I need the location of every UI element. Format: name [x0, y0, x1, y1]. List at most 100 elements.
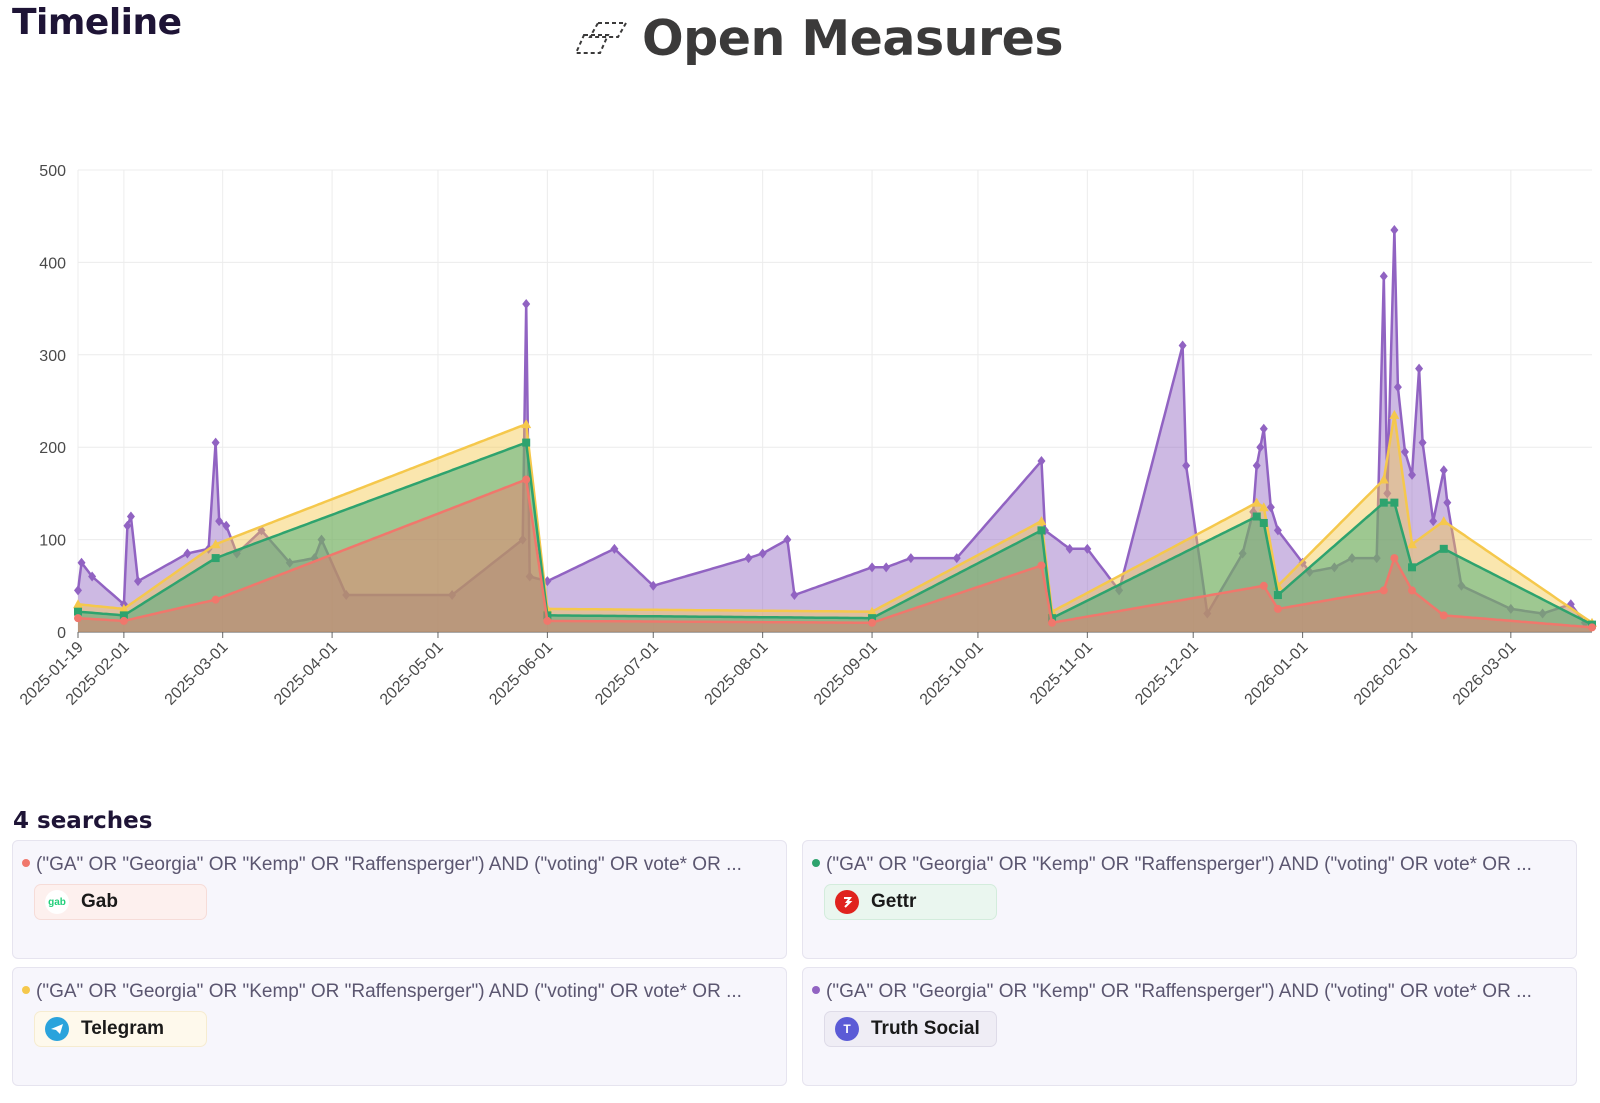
search-card-gab[interactable]: ("GA" OR "Georgia" OR "Kemp" OR "Raffens… [12, 840, 787, 959]
data-point [1390, 498, 1399, 507]
data-point [1407, 539, 1418, 549]
data-point [1566, 599, 1575, 610]
data-point [1408, 586, 1417, 595]
data-point [1379, 586, 1388, 595]
data-point [1273, 525, 1282, 536]
x-tick-label: 2025-10-01 [917, 639, 987, 709]
data-point [882, 562, 891, 573]
data-point [525, 571, 534, 582]
series-area [78, 442, 1592, 632]
data-point [448, 590, 457, 601]
truth-social-icon: T [835, 1017, 859, 1041]
x-tick-label: 2025-11-01 [1027, 639, 1096, 708]
data-point [790, 590, 799, 601]
data-point [952, 553, 961, 564]
data-point [1259, 423, 1268, 434]
page-title: Timeline [12, 2, 182, 43]
data-point [1390, 554, 1399, 563]
data-point [1048, 618, 1057, 627]
search-query: ("GA" OR "Georgia" OR "Kemp" OR "Raffens… [812, 981, 1562, 1003]
x-tick-label: 2026-01-01 [1242, 639, 1312, 709]
data-point [222, 520, 231, 531]
data-point [1588, 623, 1596, 632]
search-query-text: ("GA" OR "Georgia" OR "Kemp" OR "Raffens… [826, 981, 1532, 1002]
gab-icon-text: gab [48, 896, 66, 908]
data-point [1389, 409, 1400, 419]
data-point [1390, 225, 1399, 236]
data-point [1408, 563, 1417, 572]
data-point [543, 616, 552, 625]
x-tick-label: 2025-12-01 [1132, 639, 1202, 709]
data-point [232, 548, 241, 559]
x-tick-label: 2026-03-01 [1450, 639, 1520, 709]
series-gettr [74, 438, 1596, 632]
data-point [285, 557, 294, 568]
search-query: ("GA" OR "Georgia" OR "Kemp" OR "Raffens… [812, 854, 1562, 876]
series-line [77, 413, 1593, 624]
data-point [1037, 456, 1046, 467]
data-point [118, 603, 129, 613]
data-point [1408, 469, 1417, 480]
data-point [867, 606, 878, 616]
data-point [1115, 585, 1124, 596]
telegram-glyph [51, 1024, 63, 1034]
data-point [1036, 516, 1047, 526]
y-tick-label: 400 [39, 255, 66, 272]
searches-count: 4 searches [13, 808, 153, 834]
platform-chip-telegram[interactable]: Telegram [34, 1011, 207, 1047]
y-axis: 0 100 200 300 400 500 [39, 163, 66, 642]
series-area [78, 479, 1592, 632]
data-point [783, 534, 792, 545]
platform-chip-gettr[interactable]: Gettr [824, 884, 997, 920]
series-line [76, 228, 1593, 626]
data-point [1383, 488, 1392, 499]
data-point [868, 618, 877, 627]
data-point [1256, 442, 1265, 453]
data-point [1415, 363, 1424, 374]
data-point [1259, 581, 1268, 590]
data-point [868, 614, 877, 623]
search-card-telegram[interactable]: ("GA" OR "Georgia" OR "Kemp" OR "Raffens… [12, 967, 787, 1086]
series-dot [22, 986, 30, 994]
data-point [210, 539, 221, 549]
data-point [1457, 580, 1466, 591]
search-query-text: ("GA" OR "Georgia" OR "Kemp" OR "Raffens… [36, 854, 742, 875]
data-point [126, 511, 135, 522]
telegram-icon [45, 1017, 69, 1041]
data-point [1273, 591, 1282, 600]
timeline-chart: 0 100 200 300 400 500 2025-01-19 2025-02-01 2025… [0, 150, 1600, 750]
platform-label: Telegram [81, 1018, 165, 1039]
data-point [215, 516, 224, 527]
data-point [1538, 608, 1547, 619]
platform-label: Gab [81, 891, 118, 912]
data-point [1065, 543, 1074, 554]
y-tick-label: 0 [57, 625, 66, 642]
search-card-truth-social[interactable]: ("GA" OR "Georgia" OR "Kemp" OR "Raffens… [802, 967, 1577, 1086]
data-point [1330, 562, 1339, 573]
data-point [1238, 548, 1247, 559]
data-point [77, 557, 86, 568]
data-point [1439, 465, 1448, 476]
data-point [1379, 498, 1388, 507]
series-dot [22, 859, 30, 867]
brand: Open Measures [574, 10, 1064, 67]
data-point [649, 580, 658, 591]
data-point [119, 611, 128, 620]
data-point [868, 562, 877, 573]
x-tick-label: 2025-05-01 [377, 639, 447, 709]
data-point [522, 438, 531, 447]
data-point [1251, 497, 1262, 507]
x-tick-label: 2025-07-01 [592, 639, 662, 709]
platform-chip-gab[interactable]: gab Gab [34, 884, 207, 920]
data-point [518, 534, 527, 545]
data-point [758, 548, 767, 559]
data-point [906, 553, 915, 564]
platform-label: Gettr [871, 891, 917, 912]
y-tick-label: 300 [39, 348, 66, 365]
platform-chip-truth-social[interactable]: T Truth Social [824, 1011, 997, 1047]
series-dot [812, 986, 820, 994]
data-point [522, 298, 531, 309]
search-card-gettr[interactable]: ("GA" OR "Georgia" OR "Kemp" OR "Raffens… [802, 840, 1577, 959]
series-truth-social [74, 225, 1596, 632]
